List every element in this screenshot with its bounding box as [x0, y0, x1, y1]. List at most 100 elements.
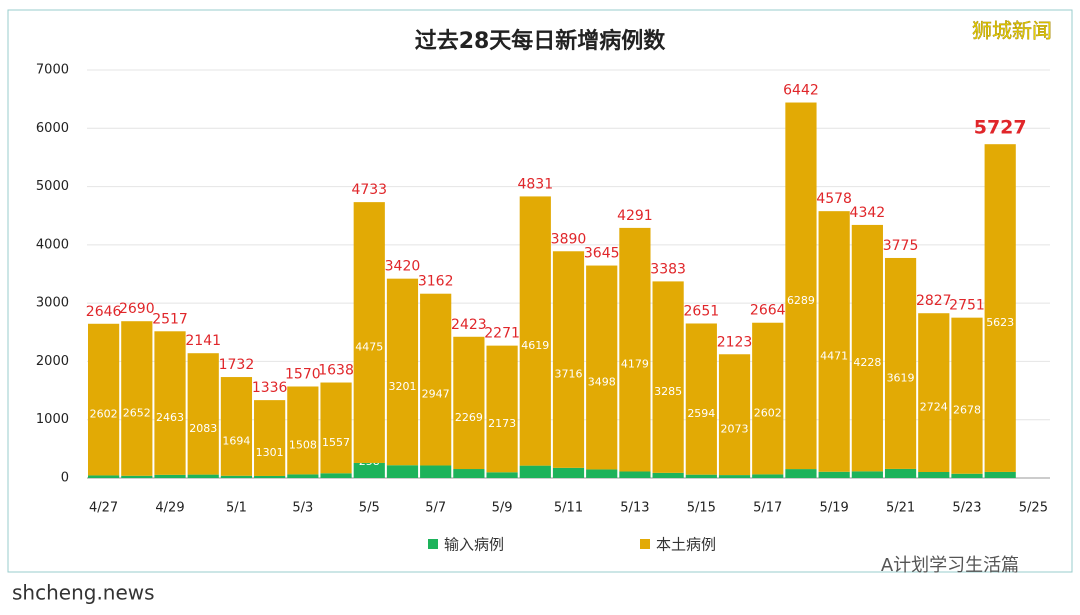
total-label: 2423	[451, 317, 487, 333]
bar-segment	[88, 323, 120, 476]
value-label: 3201	[388, 380, 416, 393]
total-label: 1336	[252, 380, 288, 396]
value-label: 2594	[687, 407, 715, 420]
total-label: 2751	[949, 298, 985, 314]
y-tick-label: 0	[61, 471, 69, 486]
x-tick-label: 5/3	[292, 501, 313, 516]
x-tick-label: 4/29	[155, 501, 184, 516]
bar-segment	[752, 474, 784, 478]
bar-segment	[818, 211, 850, 472]
bar-segment	[453, 336, 485, 470]
watermark: 狮城新闻	[972, 19, 1052, 43]
value-label: 2083	[189, 422, 217, 435]
legend-swatch	[640, 539, 650, 549]
value-label: 4475	[355, 341, 383, 354]
x-tick-label: 5/19	[820, 501, 849, 516]
x-tick-label: 5/7	[425, 501, 446, 516]
bar-segment	[685, 474, 717, 478]
value-label: 1301	[256, 446, 284, 459]
total-label: 4342	[850, 205, 886, 221]
bar-segment	[519, 196, 551, 466]
bar-segment	[254, 400, 286, 476]
y-tick-label: 3000	[36, 296, 69, 311]
total-label: 2651	[684, 303, 720, 319]
y-tick-label: 7000	[36, 63, 69, 78]
bar-segment	[287, 386, 319, 475]
value-label: 3498	[588, 375, 616, 388]
bar-segment	[353, 202, 385, 463]
total-label: 1638	[318, 363, 354, 379]
bar-segment	[320, 382, 352, 474]
x-tick-label: 5/21	[886, 501, 915, 516]
y-tick-label: 5000	[36, 179, 69, 194]
y-tick-label: 4000	[36, 237, 69, 252]
value-label: 3285	[654, 385, 682, 398]
bar-segment	[187, 353, 219, 475]
bar-segment	[818, 471, 850, 478]
value-label: 4228	[853, 356, 881, 369]
y-tick-label: 1000	[36, 412, 69, 427]
value-label: 4619	[521, 339, 549, 352]
bar-segment	[220, 475, 253, 478]
bar-segment	[420, 293, 452, 466]
bar-segment	[552, 251, 585, 468]
value-label: 1508	[289, 438, 317, 451]
bar-segment	[785, 469, 817, 478]
value-label: 2602	[754, 407, 782, 420]
bar-segment	[88, 475, 120, 478]
total-label: 3162	[418, 274, 454, 290]
bar-segment	[386, 278, 419, 466]
x-tick-label: 5/11	[554, 501, 583, 516]
total-label: 3383	[650, 261, 686, 277]
bar-segment	[586, 265, 618, 470]
bar-segment	[187, 474, 219, 478]
bar-segment	[552, 467, 585, 478]
bar-segment	[486, 345, 518, 473]
bar-segment	[353, 462, 385, 478]
value-label: 2073	[721, 423, 749, 436]
bar-segment	[287, 474, 319, 478]
total-label: 2664	[750, 303, 786, 319]
total-label: 1732	[219, 357, 255, 373]
value-label: 4471	[820, 349, 848, 362]
watermark: A计划学习生活篇	[881, 555, 1019, 576]
bar-segment	[453, 469, 485, 478]
bar-segment	[851, 471, 883, 478]
value-label: 2652	[123, 406, 151, 419]
total-label: 2123	[717, 334, 753, 350]
value-label: 1557	[322, 436, 350, 449]
value-label: 2678	[953, 404, 981, 417]
bar-segment	[320, 473, 352, 478]
total-label: 2827	[916, 293, 952, 309]
bar-segment	[154, 474, 186, 478]
total-label: 4831	[517, 176, 553, 192]
total-label: 2271	[484, 326, 520, 342]
bar-segment	[254, 475, 286, 478]
x-tick-label: 5/15	[687, 501, 716, 516]
total-label: 1570	[285, 366, 321, 382]
value-label: 1694	[222, 434, 250, 447]
legend-label: 输入病例	[444, 536, 504, 554]
bar-segment	[386, 465, 419, 478]
total-label: 3645	[584, 246, 620, 262]
bar-segment	[420, 465, 452, 478]
value-label: 2173	[488, 417, 516, 430]
x-tick-label: 5/17	[753, 501, 782, 516]
x-tick-label: 5/5	[359, 501, 380, 516]
watermark: shcheng.news	[12, 581, 155, 605]
bar-segment	[984, 471, 1016, 478]
x-tick-label: 4/27	[89, 501, 118, 516]
total-label: 5727	[974, 117, 1027, 139]
bar-segment	[619, 471, 651, 478]
total-label: 3890	[551, 231, 587, 247]
total-label: 3420	[385, 259, 421, 275]
total-label: 4291	[617, 208, 653, 224]
total-label: 2690	[119, 301, 155, 317]
chart-title: 过去28天每日新增病例数	[415, 28, 667, 54]
bar-segment	[984, 144, 1016, 472]
bar-segment	[220, 377, 253, 476]
value-label: 6289	[787, 294, 815, 307]
value-label: 3619	[887, 371, 915, 384]
x-tick-label: 5/25	[1019, 501, 1048, 516]
